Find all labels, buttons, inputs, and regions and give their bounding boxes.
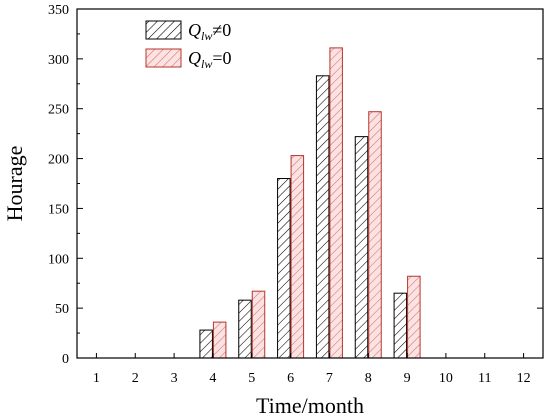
bar-s1-5 xyxy=(238,299,252,359)
legend-label-2: Qlw=0 xyxy=(188,48,232,71)
x-tick-label: 6 xyxy=(287,371,294,386)
bar-s2-7 xyxy=(329,47,343,359)
x-tick-label: 9 xyxy=(404,371,411,386)
y-tick-label: 100 xyxy=(48,252,69,267)
x-tick-label: 5 xyxy=(248,371,255,386)
legend-label-1: Qlw≠0 xyxy=(188,20,231,43)
bar-s2-6 xyxy=(290,155,305,359)
y-tick-label: 0 xyxy=(62,352,69,367)
x-tick-label: 11 xyxy=(478,371,491,386)
x-tick-label: 8 xyxy=(365,371,372,386)
bar-s1-6 xyxy=(277,178,291,359)
bar-s2-8 xyxy=(368,111,382,359)
x-tick-label: 1 xyxy=(93,371,100,386)
y-tick-label: 50 xyxy=(55,302,69,317)
bar-s1-4 xyxy=(199,329,213,359)
bar-s1-8 xyxy=(354,136,369,359)
bar-s1-7 xyxy=(315,75,330,359)
bar-s2-5 xyxy=(251,290,266,359)
bar-s1-9 xyxy=(393,292,408,359)
legend: Qlw≠0 Qlw=0 xyxy=(145,20,232,71)
y-tick-label: 150 xyxy=(48,202,69,217)
legend-swatch-1 xyxy=(145,20,182,40)
x-tick-label: 12 xyxy=(517,371,531,386)
x-axis-title: Time/month xyxy=(256,393,364,418)
y-tick-label: 200 xyxy=(48,153,69,168)
x-tick-label: 3 xyxy=(171,371,178,386)
y-tick-label: 250 xyxy=(48,103,69,118)
y-axis-title: Hourage xyxy=(2,146,27,222)
y-tick-label: 300 xyxy=(48,53,69,68)
x-tick-label: 2 xyxy=(132,371,139,386)
bar-s2-9 xyxy=(407,275,421,359)
x-tick-label: 7 xyxy=(326,371,333,386)
x-tick-label: 4 xyxy=(209,371,216,386)
bar-s2-4 xyxy=(212,321,227,359)
x-tick-label: 10 xyxy=(439,371,453,386)
y-tick-label: 350 xyxy=(48,3,69,18)
legend-swatch-2 xyxy=(145,48,182,68)
